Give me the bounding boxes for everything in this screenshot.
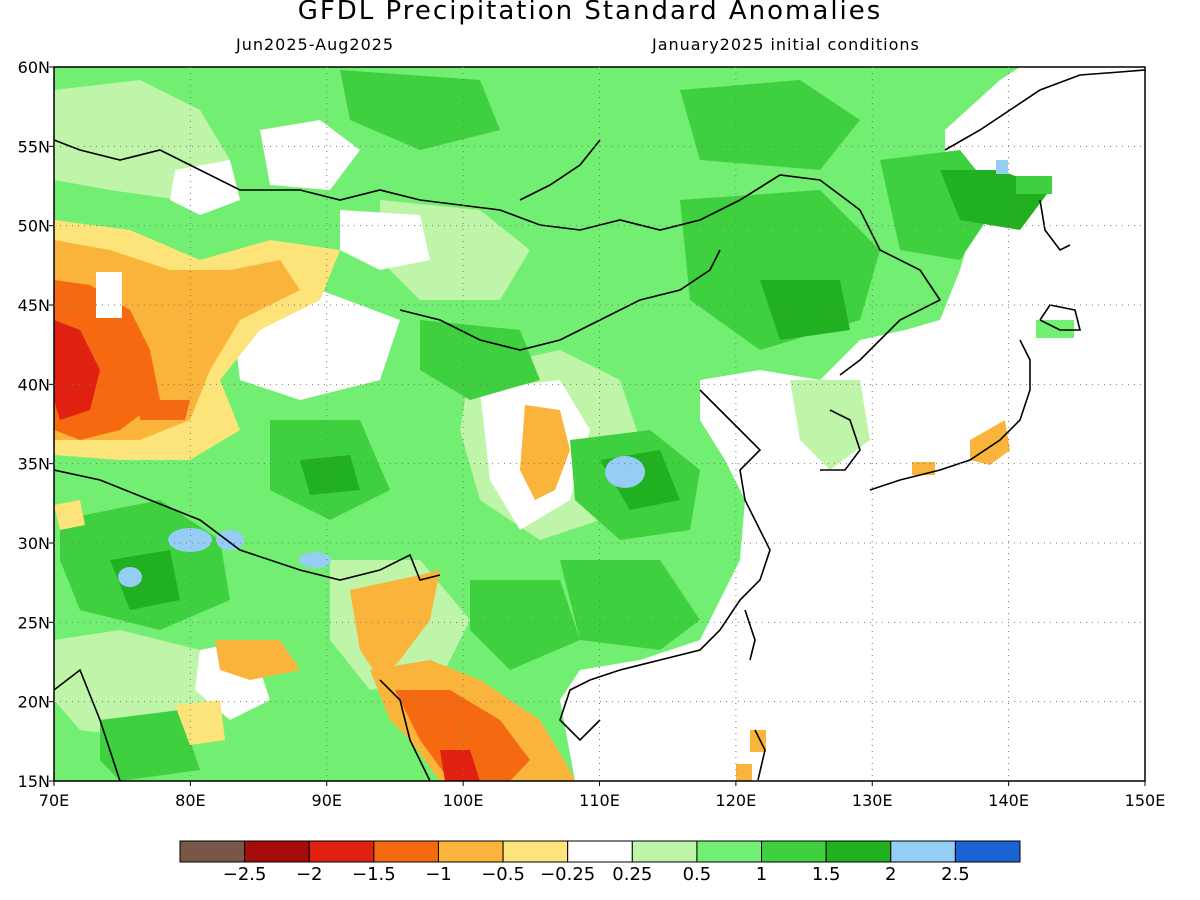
- lat-tick-label: 45N: [18, 296, 50, 315]
- colorbar-label: −2: [296, 864, 323, 885]
- colorbar-label: 1: [756, 864, 767, 885]
- lat-tick-label: 55N: [18, 137, 50, 156]
- colorbar-swatch: [308, 840, 375, 863]
- lat-tick-label: 25N: [18, 613, 50, 632]
- colorbar-label: −2.5: [223, 864, 267, 885]
- lat-tick-label: 50N: [18, 217, 50, 236]
- colorbar-swatch: [179, 840, 246, 863]
- colorbar-label: −0.5: [481, 864, 525, 885]
- colorbar-swatch: [696, 840, 763, 863]
- colorbar-swatch: [244, 840, 310, 863]
- lon-tick-label: 90E: [312, 791, 342, 810]
- colorbar: −2.5 −2 −1.5 −1 −0.5 −0.25 0.25 0.5 1 1.5 2 2.5: [179, 840, 1021, 885]
- colorbar-label: −0.25: [540, 864, 595, 885]
- map-title: GFDL Precipitation Standard Anomalies: [297, 0, 883, 26]
- colorbar-swatch: [761, 840, 827, 863]
- lat-tick-label: 35N: [18, 455, 50, 474]
- lon-tick-label: 110E: [579, 791, 620, 810]
- colorbar-label: 2.5: [941, 864, 970, 885]
- colorbar-swatch: [890, 840, 956, 863]
- gridlines: [54, 67, 1145, 781]
- colorbar-label: −1: [425, 864, 452, 885]
- lon-tick-label: 70E: [39, 791, 69, 810]
- anomaly-field: [54, 67, 1145, 781]
- season-label: Jun2025-Aug2025: [236, 35, 395, 54]
- colorbar-swatch: [502, 840, 569, 863]
- colorbar-label: 0.5: [683, 864, 712, 885]
- lon-tick-label: 120E: [716, 791, 757, 810]
- axis-ticks: 70E 80E 90E 100E 110E 120E 130E 140E 150E 15N 20N 2…: [18, 58, 1166, 810]
- colorbar-swatch: [631, 840, 698, 863]
- colorbar-swatch: [954, 840, 1021, 863]
- colorbar-label: 0.25: [612, 864, 652, 885]
- lon-tick-label: 130E: [852, 791, 893, 810]
- lat-tick-label: 30N: [18, 534, 50, 553]
- lat-tick-label: 60N: [18, 58, 50, 77]
- lat-tick-label: 20N: [18, 693, 50, 712]
- colorbar-swatch: [567, 840, 633, 863]
- lon-tick-label: 140E: [988, 791, 1029, 810]
- lon-tick-label: 100E: [443, 791, 484, 810]
- lat-tick-label: 15N: [18, 772, 50, 791]
- lon-tick-label: 80E: [175, 791, 205, 810]
- colorbar-swatch: [373, 840, 439, 863]
- lat-tick-label: 40N: [18, 375, 50, 394]
- colorbar-swatch: [437, 840, 504, 863]
- colorbar-label: 1.5: [812, 864, 841, 885]
- colorbar-label: 2: [885, 864, 896, 885]
- colorbar-swatch: [825, 840, 892, 863]
- colorbar-label: −1.5: [352, 864, 396, 885]
- lon-tick-label: 150E: [1125, 791, 1166, 810]
- coastlines: [54, 69, 1145, 781]
- initial-conditions-label: January2025 initial conditions: [652, 35, 920, 54]
